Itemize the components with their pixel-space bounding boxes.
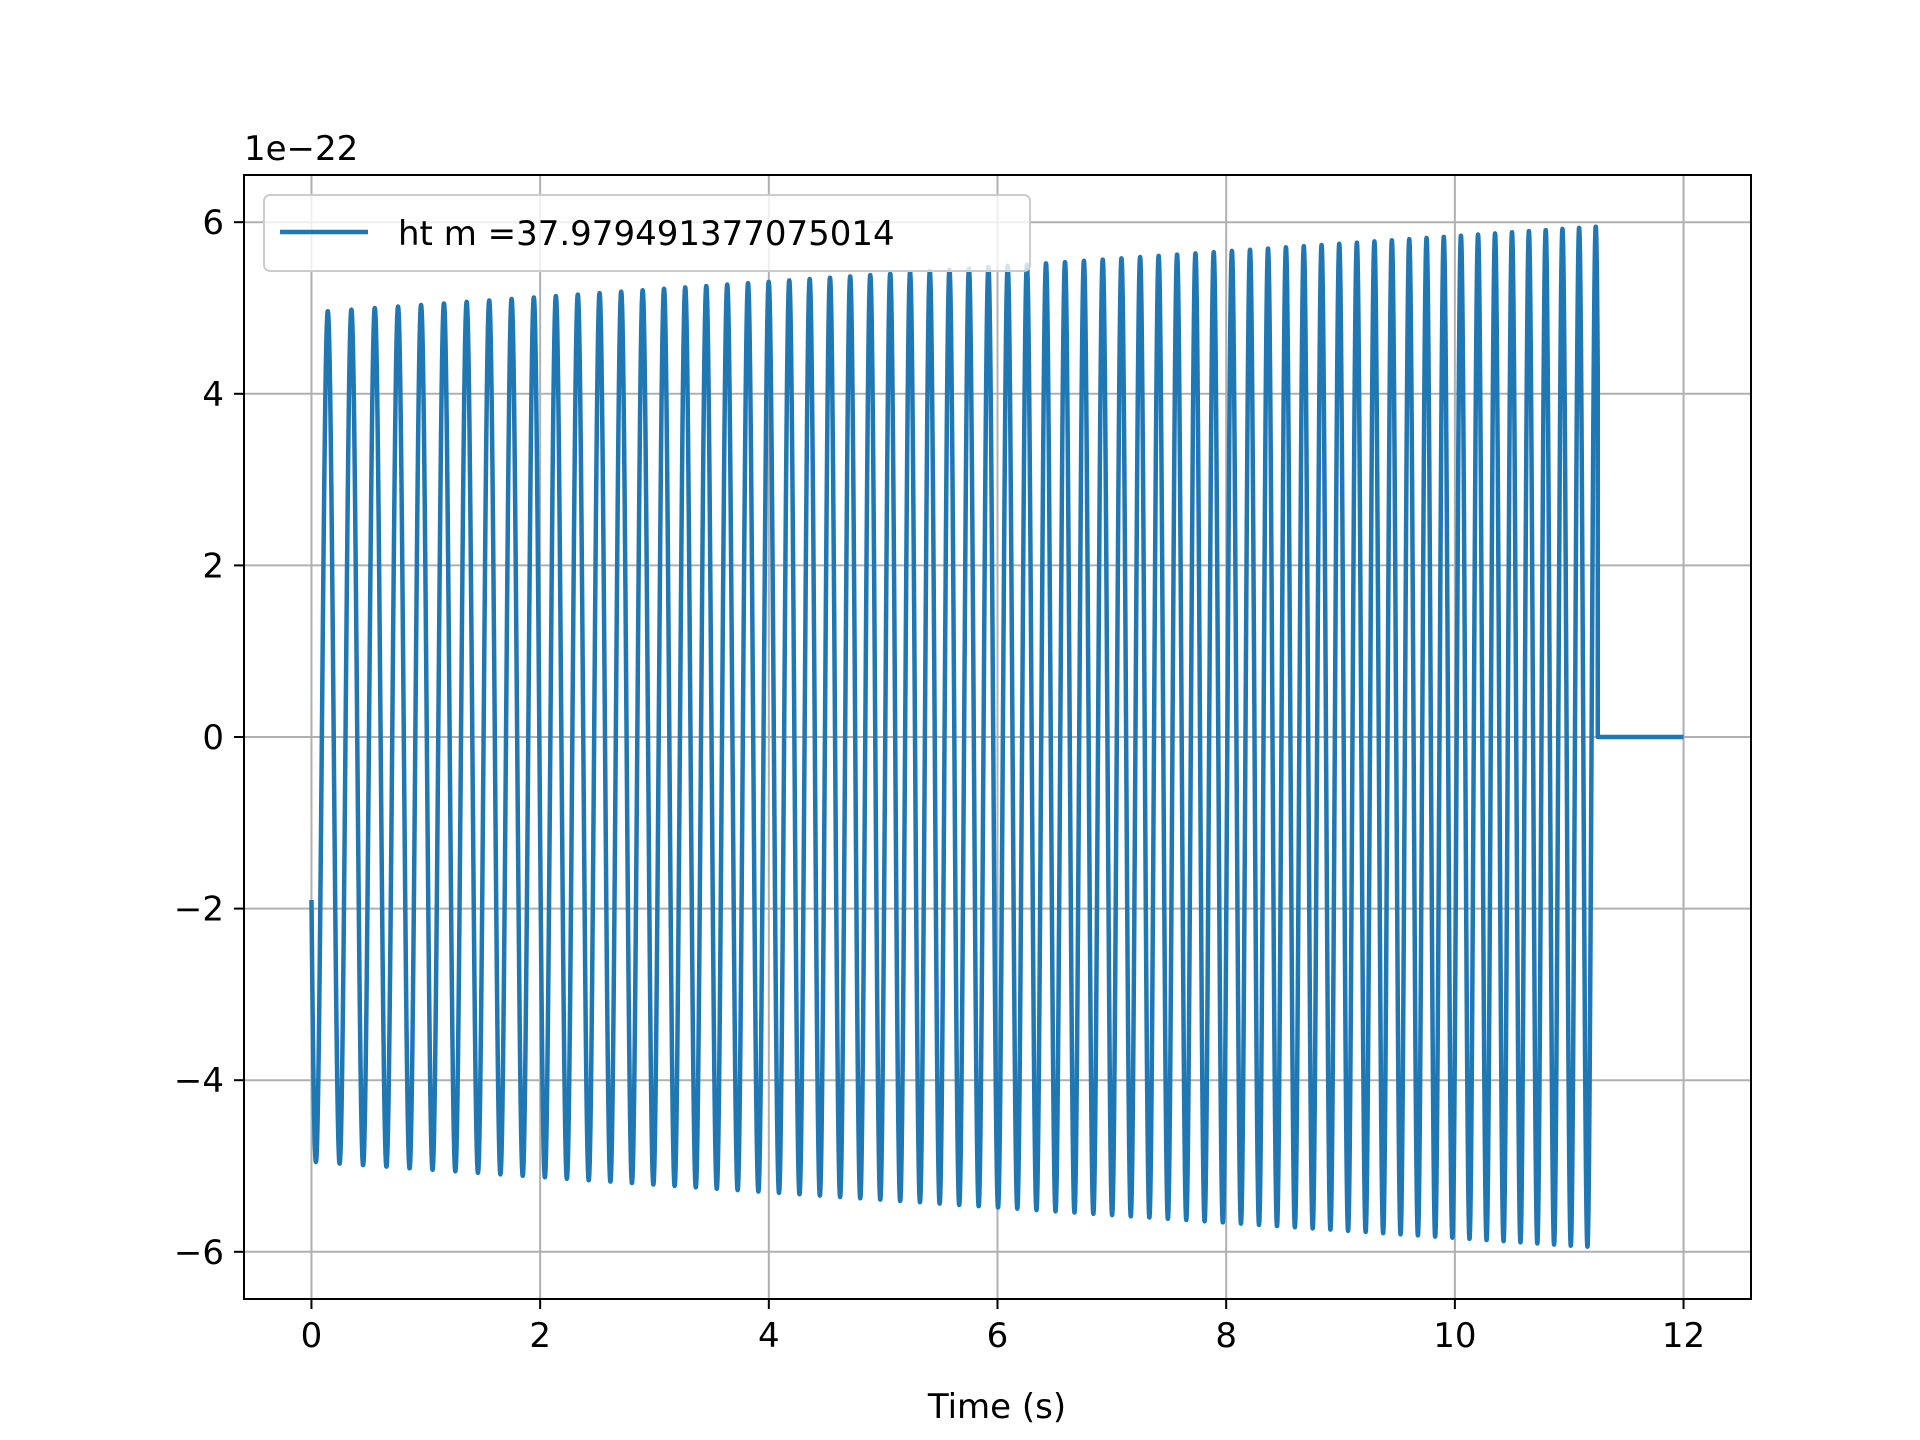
x-tick-label: 8	[1215, 1316, 1237, 1356]
y-tick-label: 6	[202, 203, 224, 243]
x-tick-label: 2	[529, 1316, 551, 1356]
y-tick-label: −4	[174, 1061, 224, 1101]
plot-area	[309, 224, 1684, 1249]
series-line-ht	[309, 224, 1684, 1249]
legend: ht m =37.979491377075014	[263, 194, 1031, 272]
y-axis-ticks: −6 −4 −2 0 2 4 6	[174, 203, 244, 1273]
x-tick-label: 0	[301, 1316, 323, 1356]
y-axis-offset-label: 1e−22	[244, 129, 358, 169]
y-tick-label: −6	[174, 1233, 224, 1273]
y-tick-label: 4	[202, 375, 224, 415]
y-tick-label: −2	[174, 890, 224, 930]
x-tick-label: 12	[1662, 1316, 1705, 1356]
y-tick-label: 0	[202, 718, 224, 758]
x-axis-label: Time (s)	[927, 1387, 1066, 1427]
legend-label-ht: ht m =37.979491377075014	[398, 214, 895, 254]
x-axis-ticks: 0 2 4 6 8 10 12	[301, 1299, 1705, 1356]
x-tick-label: 4	[758, 1316, 780, 1356]
x-tick-label: 6	[987, 1316, 1009, 1356]
x-tick-label: 10	[1433, 1316, 1476, 1356]
legend-box	[263, 194, 1031, 272]
y-tick-label: 2	[202, 546, 224, 586]
